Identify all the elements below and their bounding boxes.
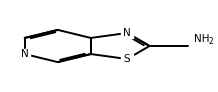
Text: N: N xyxy=(123,28,131,38)
Text: NH: NH xyxy=(194,34,210,44)
Bar xyxy=(19,49,30,60)
Text: S: S xyxy=(124,54,130,64)
Text: 2: 2 xyxy=(208,37,213,46)
Bar xyxy=(121,54,133,65)
Bar xyxy=(121,27,133,38)
Text: N: N xyxy=(21,49,29,59)
